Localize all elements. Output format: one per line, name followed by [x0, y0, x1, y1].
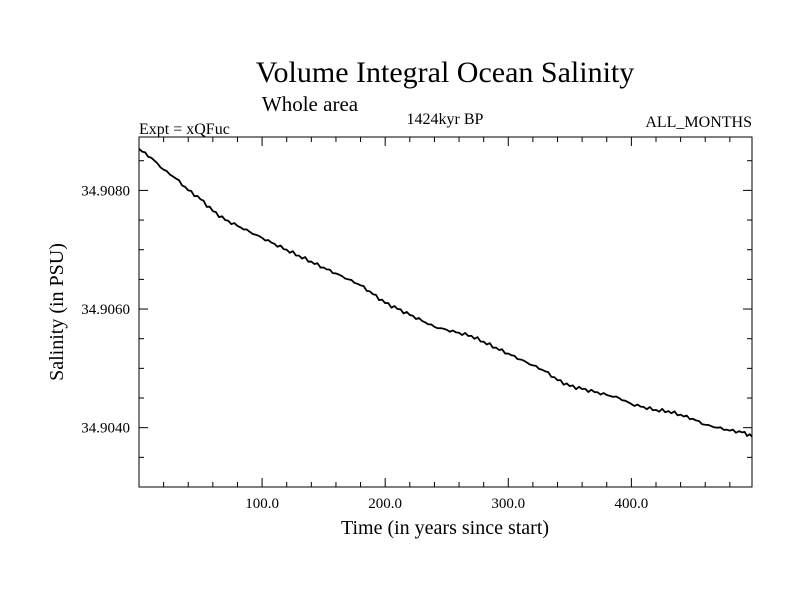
- x-tick-label: 400.0: [614, 496, 648, 512]
- axis-tick-labels: 100.0 200.0 300.0 400.0 34.9040 34.9060 34.908…: [81, 183, 648, 512]
- salinity-series-line: [138, 148, 753, 438]
- axis-ticks: [139, 137, 752, 487]
- y-tick-label: 34.9080: [81, 183, 130, 199]
- x-tick-label: 300.0: [491, 496, 525, 512]
- months-label: ALL_MONTHS: [645, 114, 752, 131]
- period-label: 1424kyr BP: [407, 111, 484, 128]
- x-tick-label: 200.0: [368, 496, 402, 512]
- plot-frame: [138, 136, 753, 488]
- x-tick-label: 100.0: [245, 496, 279, 512]
- y-axis-label: Salinity (in PSU): [46, 243, 68, 381]
- chart-title: Volume Integral Ocean Salinity: [256, 56, 635, 89]
- experiment-label: Expt = xQFuc: [139, 121, 230, 138]
- x-axis-label: Time (in years since start): [341, 517, 549, 539]
- chart-subtitle: Whole area: [262, 92, 359, 116]
- y-tick-label: 34.9040: [81, 421, 130, 437]
- y-tick-label: 34.9060: [81, 302, 130, 318]
